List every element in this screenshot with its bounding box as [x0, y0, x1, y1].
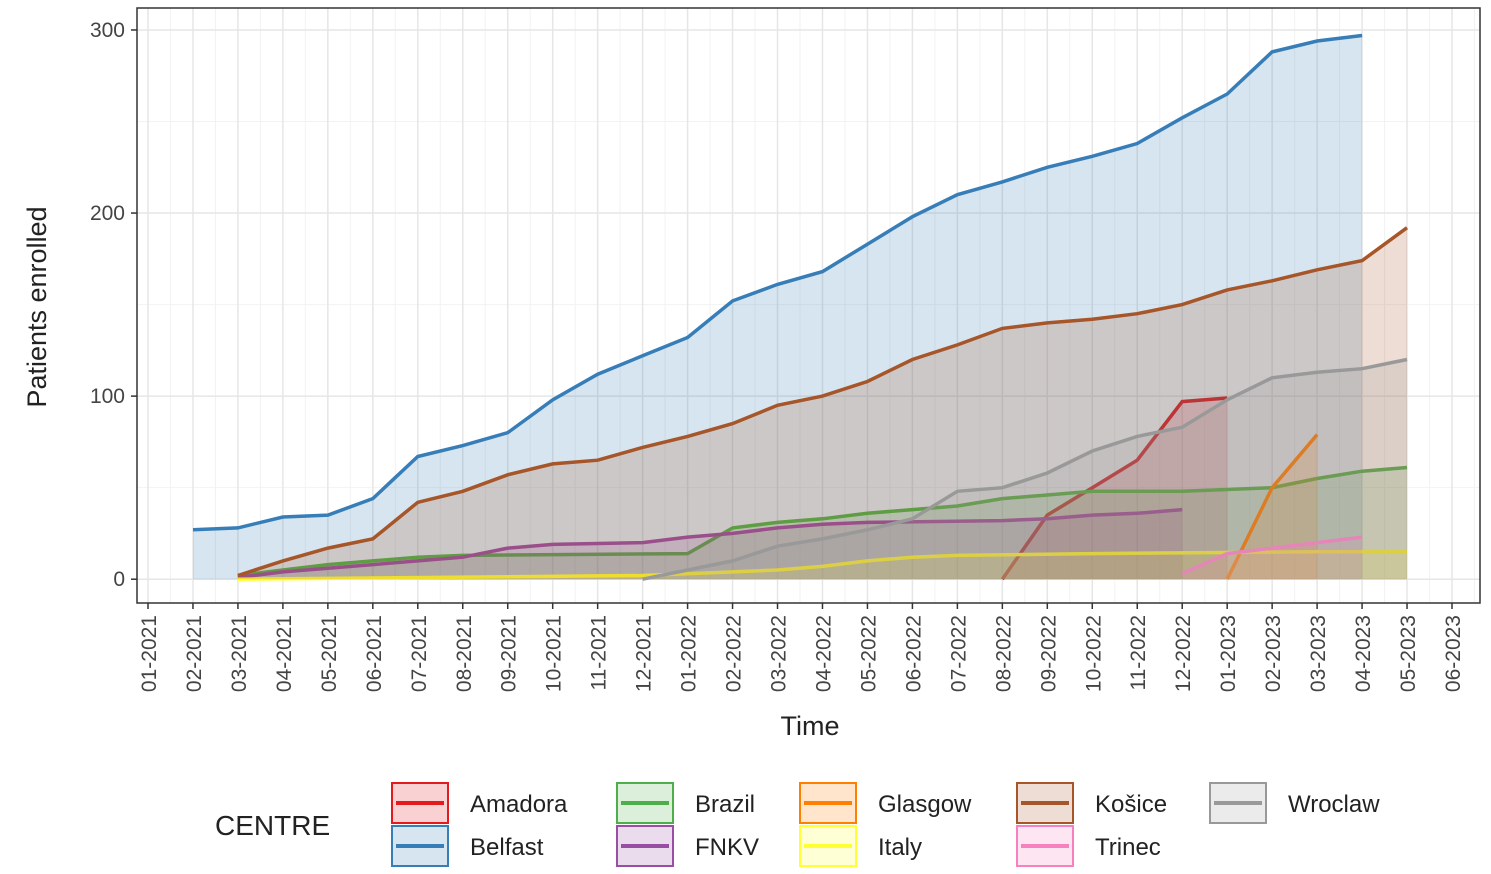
legend-label: Brazil — [695, 791, 755, 818]
x-tick-label: 10-2021 — [543, 615, 566, 692]
x-tick-label: 02-2023 — [1262, 615, 1285, 692]
panel-border — [136, 7, 1481, 604]
x-tick-label: 06-2021 — [363, 615, 386, 692]
legend-label: Amadora — [470, 791, 568, 818]
x-tick-label: 07-2022 — [947, 615, 970, 692]
series-area — [1182, 537, 1363, 580]
y-tick-label: 100 — [90, 385, 125, 408]
x-tick-label: 05-2022 — [857, 615, 880, 692]
legend-item: FNKV — [616, 825, 759, 867]
series-area — [193, 35, 1363, 580]
legend-item: Italy — [799, 825, 922, 867]
x-tick-label: 01-2023 — [1217, 615, 1240, 692]
series-area — [237, 509, 1183, 580]
y-tick-label: 0 — [113, 568, 125, 591]
series-line — [1181, 535, 1363, 576]
x-tick-label: 02-2022 — [723, 615, 746, 692]
x-tick-label: 04-2022 — [812, 615, 835, 692]
series-line — [192, 33, 1363, 532]
x-tick-label: 09-2021 — [498, 615, 521, 692]
x-tick-label: 02-2021 — [183, 615, 206, 692]
legend-label: Glasgow — [878, 791, 972, 818]
series-line — [1000, 396, 1228, 581]
legend-label: Wroclaw — [1288, 791, 1380, 818]
x-tick-label: 08-2021 — [453, 615, 476, 692]
series-line — [642, 357, 1408, 581]
x-tick-label: 07-2021 — [408, 615, 431, 692]
series-line — [237, 507, 1183, 580]
series-line — [237, 465, 1408, 578]
legend-item: Košice — [1016, 782, 1167, 824]
legend-item: Brazil — [616, 782, 755, 824]
y-tick-label: 300 — [90, 19, 125, 42]
series-area — [1227, 434, 1318, 580]
legend-label: Belfast — [470, 834, 544, 861]
x-tick-label: 03-2022 — [768, 615, 791, 692]
x-tick-label: 01-2022 — [678, 615, 701, 692]
x-tick-label: 11-2021 — [588, 615, 611, 691]
x-tick-label: 09-2022 — [1037, 615, 1060, 692]
legend-label: Trinec — [1095, 834, 1161, 861]
legend-label: FNKV — [695, 834, 759, 861]
legend-item: Glasgow — [799, 782, 972, 824]
x-tick-label: 11-2022 — [1127, 615, 1150, 691]
grid — [137, 8, 1480, 603]
legend-item: Amadora — [391, 782, 568, 824]
series-area — [642, 359, 1407, 580]
legend-title: CENTRE — [215, 810, 330, 841]
x-tick-label: 01-2021 — [138, 615, 161, 692]
series-line — [1225, 433, 1319, 580]
x-tick-label: 05-2023 — [1397, 615, 1420, 692]
legend-item: Belfast — [391, 825, 544, 867]
x-tick-label: 06-2023 — [1442, 615, 1465, 692]
x-tick-label: 12-2021 — [633, 615, 656, 692]
series-area — [237, 227, 1407, 580]
x-tick-label: 12-2022 — [1172, 615, 1195, 692]
series-line — [237, 226, 1409, 578]
series-area — [1002, 398, 1228, 580]
legend-item: Trinec — [1016, 825, 1161, 867]
series-area — [237, 551, 1407, 580]
legend-item: Wroclaw — [1209, 782, 1380, 824]
legend-label: Košice — [1095, 791, 1167, 818]
y-axis-title: Patients enrolled — [22, 206, 52, 407]
x-tick-label: 05-2021 — [318, 615, 341, 692]
x-tick-label: 06-2022 — [902, 615, 925, 692]
x-tick-label: 03-2021 — [228, 615, 251, 692]
x-tick-label: 04-2021 — [273, 615, 296, 692]
y-tick-label: 200 — [90, 202, 125, 225]
x-tick-label: 08-2022 — [992, 615, 1015, 692]
legend-label: Italy — [878, 834, 922, 861]
x-tick-label: 10-2022 — [1082, 615, 1105, 692]
x-tick-label: 04-2023 — [1352, 615, 1375, 692]
x-tick-label: 03-2023 — [1307, 615, 1330, 692]
x-axis-title: Time — [781, 711, 840, 741]
